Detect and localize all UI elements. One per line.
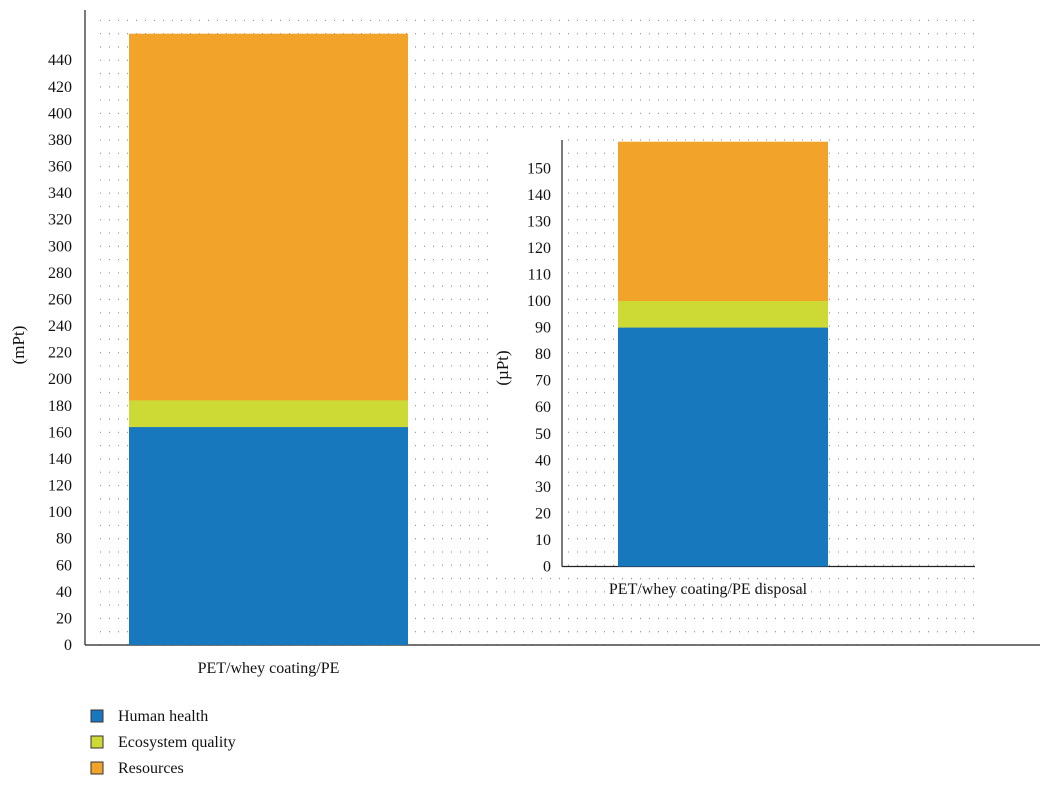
main-y-axis-label: (mPt) [9, 326, 28, 365]
main-bar-segment-resources [129, 33, 408, 401]
legend-swatch-human-health [90, 709, 104, 723]
inset-y-tick-label: 120 [527, 240, 551, 257]
inset-label-panel [494, 132, 560, 574]
legend-label-resources: Resources [118, 760, 184, 777]
inset-y-tick-label: 140 [527, 187, 551, 204]
main-y-tick-label: 320 [48, 212, 72, 229]
legend-swatch-ecosystem-quality [90, 735, 104, 749]
inset-bar-segment-human-health [618, 327, 828, 567]
main-y-tick-label: 40 [56, 584, 72, 601]
main-y-tick-label: 440 [48, 52, 72, 69]
main-y-tick-label: 160 [48, 424, 72, 441]
legend-label-human-health: Human health [118, 708, 208, 725]
main-y-tick-label: 300 [48, 238, 72, 255]
inset-y-tick-label: 40 [535, 452, 551, 469]
inset-y-axis-label: (µPt) [493, 350, 512, 385]
main-y-tick-label: 80 [56, 531, 72, 548]
main-y-tick-label: 220 [48, 345, 72, 362]
main-y-tick-label: 60 [56, 557, 72, 574]
main-chart: 0204060801001201401601802002202402602803… [9, 10, 1040, 677]
inset-y-tick-label: 0 [543, 559, 551, 576]
main-y-tick-label: 340 [48, 185, 72, 202]
main-y-tick-label: 380 [48, 132, 72, 149]
inset-bar-segment-resources [618, 141, 828, 301]
main-y-tick-label: 260 [48, 292, 72, 309]
inset-y-tick-label: 80 [535, 346, 551, 363]
main-y-tick-label: 280 [48, 265, 72, 282]
main-bar-segment-human-health [129, 427, 408, 645]
main-y-tick-label: 180 [48, 398, 72, 415]
inset-y-tick-label: 90 [535, 320, 551, 337]
main-bar-segment-ecosystem-quality [129, 400, 408, 428]
inset-bar-segment-ecosystem-quality [618, 301, 828, 328]
inset-y-tick-label: 30 [535, 479, 551, 496]
inset-y-tick-label: 60 [535, 399, 551, 416]
main-y-tick-label: 200 [48, 371, 72, 388]
legend-swatch-resources [90, 761, 104, 775]
inset-y-tick-label: 70 [535, 373, 551, 390]
inset-y-tick-label: 10 [535, 532, 551, 549]
main-y-tick-label: 20 [56, 610, 72, 627]
main-y-tick-label: 100 [48, 504, 72, 521]
inset-y-tick-label: 20 [535, 505, 551, 522]
inset-y-tick-label: 50 [535, 426, 551, 443]
main-y-tick-label: 420 [48, 79, 72, 96]
legend-label-ecosystem-quality: Ecosystem quality [118, 734, 236, 751]
inset-chart: 0 10 20 30 40 50 60 70 80 90 100 110 120 130 140 150 (µP… [493, 132, 975, 598]
main-y-tick-label: 0 [64, 637, 72, 654]
inset-y-tick-label: 110 [528, 267, 551, 284]
inset-category-label: PET/whey coating/PE disposal [609, 581, 808, 598]
main-y-tick-label: 120 [48, 478, 72, 495]
inset-y-tick-label: 150 [527, 160, 551, 177]
main-y-tick-label: 400 [48, 105, 72, 122]
main-category-label: PET/whey coating/PE [198, 660, 340, 677]
inset-y-tick-label: 100 [527, 293, 551, 310]
main-y-tick-label: 140 [48, 451, 72, 468]
inset-y-tick-label: 130 [527, 213, 551, 230]
legend: Human health Ecosystem quality Resources [90, 708, 236, 777]
main-y-tick-label: 360 [48, 159, 72, 176]
main-y-tick-label: 240 [48, 318, 72, 335]
